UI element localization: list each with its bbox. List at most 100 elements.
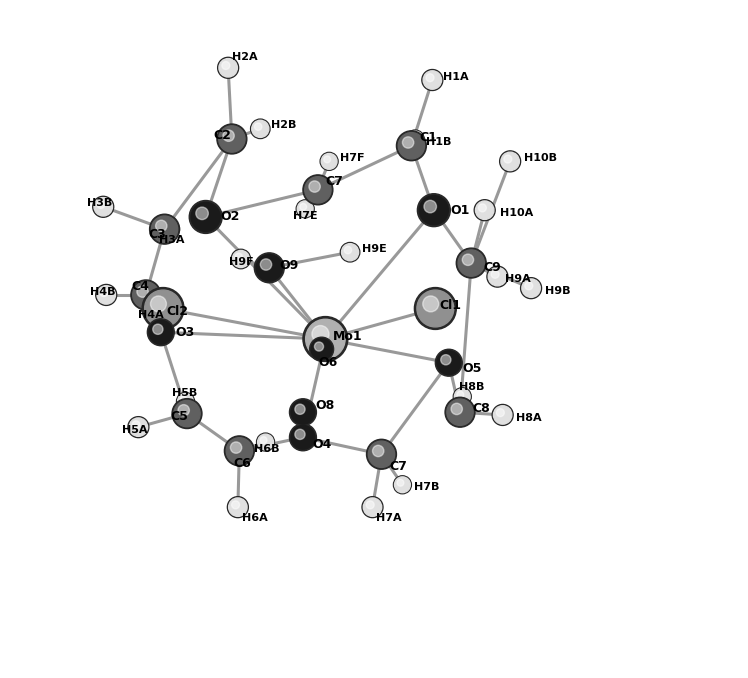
Text: O2: O2 [221, 210, 240, 224]
Circle shape [172, 399, 202, 428]
Text: O3: O3 [176, 325, 195, 339]
Circle shape [147, 319, 174, 346]
Circle shape [456, 248, 486, 278]
Text: H7E: H7E [293, 211, 318, 220]
Circle shape [494, 405, 512, 424]
Circle shape [295, 404, 305, 414]
Circle shape [487, 266, 508, 287]
Circle shape [445, 397, 475, 427]
Text: C7: C7 [389, 460, 407, 473]
Text: H3A: H3A [159, 235, 184, 245]
Circle shape [256, 255, 283, 281]
Circle shape [144, 290, 182, 327]
Circle shape [296, 200, 314, 218]
Circle shape [402, 137, 414, 148]
Text: C7: C7 [325, 175, 343, 188]
Circle shape [368, 441, 395, 467]
Circle shape [435, 349, 462, 376]
Circle shape [254, 253, 284, 283]
Circle shape [137, 286, 148, 298]
Circle shape [233, 250, 249, 268]
Circle shape [373, 445, 384, 457]
Circle shape [251, 119, 270, 138]
Circle shape [521, 278, 542, 298]
Circle shape [232, 501, 239, 508]
Circle shape [454, 388, 470, 405]
Circle shape [423, 296, 438, 312]
Text: H7B: H7B [414, 483, 439, 492]
Circle shape [217, 124, 247, 154]
Circle shape [310, 337, 334, 361]
Text: H1B: H1B [426, 137, 451, 146]
Text: H7F: H7F [340, 153, 365, 163]
Circle shape [150, 296, 166, 312]
Circle shape [423, 71, 441, 89]
Circle shape [522, 279, 540, 298]
Circle shape [257, 433, 275, 451]
Text: O9: O9 [280, 258, 299, 272]
Text: O4: O4 [312, 437, 331, 451]
Circle shape [414, 287, 456, 330]
Circle shape [324, 156, 331, 163]
Circle shape [254, 123, 262, 130]
Circle shape [189, 201, 222, 233]
Text: Mo1: Mo1 [333, 330, 363, 344]
Circle shape [300, 203, 307, 210]
Circle shape [303, 175, 333, 205]
Circle shape [504, 155, 512, 163]
Circle shape [177, 393, 194, 410]
Circle shape [422, 70, 443, 90]
Circle shape [252, 120, 269, 138]
Text: H2B: H2B [271, 121, 296, 130]
Text: H5A: H5A [122, 425, 147, 435]
Circle shape [398, 133, 425, 159]
Circle shape [497, 409, 504, 416]
Circle shape [500, 151, 521, 172]
Circle shape [223, 130, 234, 142]
Text: C9: C9 [483, 260, 501, 274]
Text: H9E: H9E [362, 244, 387, 254]
Circle shape [97, 201, 105, 208]
Circle shape [362, 497, 383, 517]
Circle shape [344, 246, 352, 254]
Circle shape [226, 438, 253, 464]
Circle shape [406, 130, 424, 148]
Circle shape [289, 399, 316, 426]
Text: C5: C5 [171, 410, 188, 424]
Circle shape [177, 393, 194, 410]
Circle shape [397, 479, 404, 486]
Circle shape [424, 200, 437, 213]
Circle shape [128, 417, 149, 437]
Circle shape [141, 298, 158, 315]
Circle shape [218, 58, 239, 78]
Text: C8: C8 [472, 401, 490, 415]
Circle shape [320, 153, 338, 170]
Circle shape [224, 436, 254, 466]
Circle shape [156, 220, 167, 232]
Circle shape [129, 418, 147, 437]
Text: H8B: H8B [459, 382, 484, 392]
Circle shape [149, 321, 173, 344]
Text: O6: O6 [318, 356, 337, 370]
Circle shape [142, 287, 184, 330]
Circle shape [321, 153, 337, 170]
Circle shape [312, 325, 329, 342]
Circle shape [132, 421, 140, 428]
Circle shape [447, 399, 473, 425]
Circle shape [96, 285, 117, 305]
Circle shape [476, 201, 494, 220]
Text: O1: O1 [450, 203, 470, 217]
Circle shape [291, 426, 315, 449]
Text: H9F: H9F [229, 257, 254, 266]
Circle shape [304, 177, 331, 203]
Circle shape [367, 501, 374, 508]
Circle shape [132, 282, 159, 308]
Circle shape [100, 289, 108, 296]
Circle shape [230, 442, 242, 454]
Text: C4: C4 [131, 280, 149, 294]
Circle shape [491, 271, 499, 278]
Text: H4A: H4A [138, 310, 163, 319]
Circle shape [229, 498, 247, 517]
Circle shape [153, 324, 163, 334]
Circle shape [420, 196, 448, 224]
